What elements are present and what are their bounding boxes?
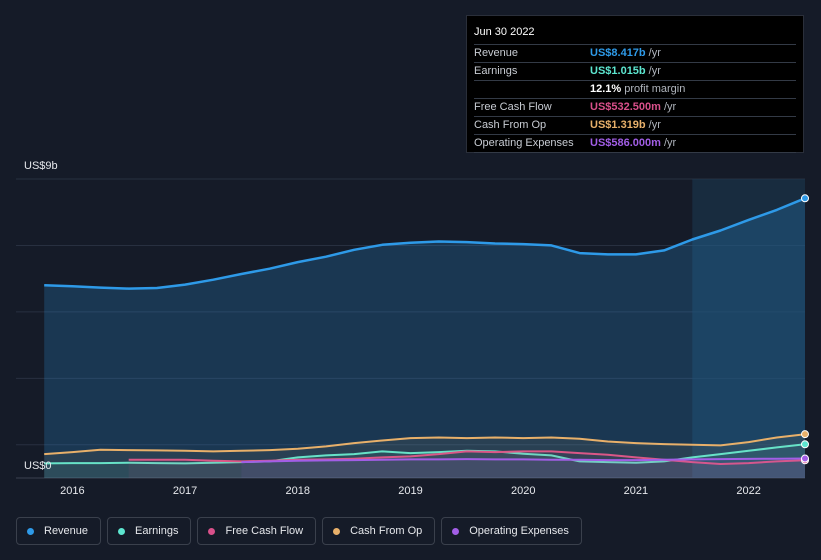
legend-item-free-cash-flow[interactable]: Free Cash Flow <box>197 517 317 545</box>
cash-from-op-area <box>44 434 805 478</box>
legend-dot-icon <box>333 527 341 535</box>
legend-dot-icon <box>118 527 126 535</box>
revenue-area <box>44 198 805 479</box>
legend-label: Cash From Op <box>350 525 423 537</box>
earnings-area <box>44 444 805 478</box>
chart-legend: Revenue Earnings Free Cash Flow Cash From O… <box>16 517 582 545</box>
tooltip-row-value: 12.1% <box>590 83 622 95</box>
operating-expenses-endpoint <box>801 454 809 463</box>
tooltip-row-label: Earnings <box>474 65 518 77</box>
tooltip-row-label: Revenue <box>474 47 519 59</box>
y-axis-bottom-label: US$0 <box>24 460 52 472</box>
tooltip-row-value: US$586.000m <box>590 137 661 149</box>
tooltip-row: Free Cash Flow US$532.500m/yr <box>474 99 796 117</box>
x-tick-label: 2021 <box>623 485 649 497</box>
data-tooltip: Jun 30 2022 Revenue US$8.417b/yr Earnings U… <box>466 15 804 153</box>
tooltip-row: Operating Expenses US$586.000m/yr <box>474 135 796 153</box>
x-tick-label: 2016 <box>60 485 85 497</box>
tooltip-row-label: Free Cash Flow <box>474 101 552 113</box>
x-tick-label: 2017 <box>172 485 198 497</box>
legend-item-earnings[interactable]: Earnings <box>107 517 192 545</box>
tooltip-row-unit: profit margin <box>624 83 686 95</box>
legend-label: Free Cash Flow <box>225 525 304 537</box>
forecast-highlight-region <box>692 179 805 478</box>
legend-dot-icon <box>452 527 460 535</box>
cash-from-op-line <box>44 433 806 456</box>
tooltip-row-value: US$1.319b <box>590 119 646 131</box>
y-axis-top-label: US$9b <box>24 160 58 172</box>
tooltip-row-label <box>474 81 590 98</box>
tooltip-row-value: US$8.417b <box>590 47 646 59</box>
tooltip-row: Revenue US$8.417b/yr <box>474 45 796 63</box>
legend-item-operating-expenses[interactable]: Operating Expenses <box>441 517 582 545</box>
tooltip-row-unit: /yr <box>648 119 661 131</box>
tooltip-rows: Revenue US$8.417b/yr Earnings US$1.015b/yr 1… <box>474 45 796 153</box>
tooltip-row-unit: /yr <box>648 65 661 77</box>
tooltip-row-label: Operating Expenses <box>474 137 574 149</box>
tooltip-row-unit: /yr <box>663 101 677 113</box>
tooltip-date: Jun 30 2022 <box>474 24 796 45</box>
tooltip-row: 12.1% profit margin <box>474 81 796 99</box>
highlight-area <box>692 179 805 478</box>
x-tick-label: 2020 <box>510 485 536 497</box>
chart-grid <box>16 178 805 479</box>
tooltip-row: Cash From Op US$1.319b/yr <box>474 117 796 135</box>
tooltip-row-unit: /yr <box>648 47 661 59</box>
legend-label: Revenue <box>44 525 89 537</box>
operating-expenses-line <box>241 457 806 464</box>
revenue-endpoint <box>801 194 809 203</box>
chart-series <box>44 197 806 479</box>
operating-expenses-area <box>241 458 805 478</box>
cash-from-op-endpoint <box>801 430 809 439</box>
legend-label: Earnings <box>135 525 179 537</box>
tooltip-row-unit: /yr <box>663 137 677 149</box>
x-tick-label: 2019 <box>398 485 423 497</box>
tooltip-row-value: US$1.015b <box>590 65 646 77</box>
series-endpoints <box>801 194 809 465</box>
tooltip-row: Earnings US$1.015b/yr <box>474 63 796 81</box>
x-tick-label: 2018 <box>285 485 311 497</box>
legend-item-revenue[interactable]: Revenue <box>16 517 102 545</box>
earnings-endpoint <box>801 440 809 449</box>
legend-item-cash-from-op[interactable]: Cash From Op <box>322 517 436 545</box>
revenue-line <box>44 197 806 290</box>
legend-dot-icon <box>208 527 216 535</box>
x-tick-label: 2022 <box>736 485 761 497</box>
legend-dot-icon <box>27 527 34 535</box>
tooltip-row-value: US$532.500m <box>590 101 661 113</box>
tooltip-row-label: Cash From Op <box>474 119 547 131</box>
legend-label: Operating Expenses <box>469 525 569 537</box>
